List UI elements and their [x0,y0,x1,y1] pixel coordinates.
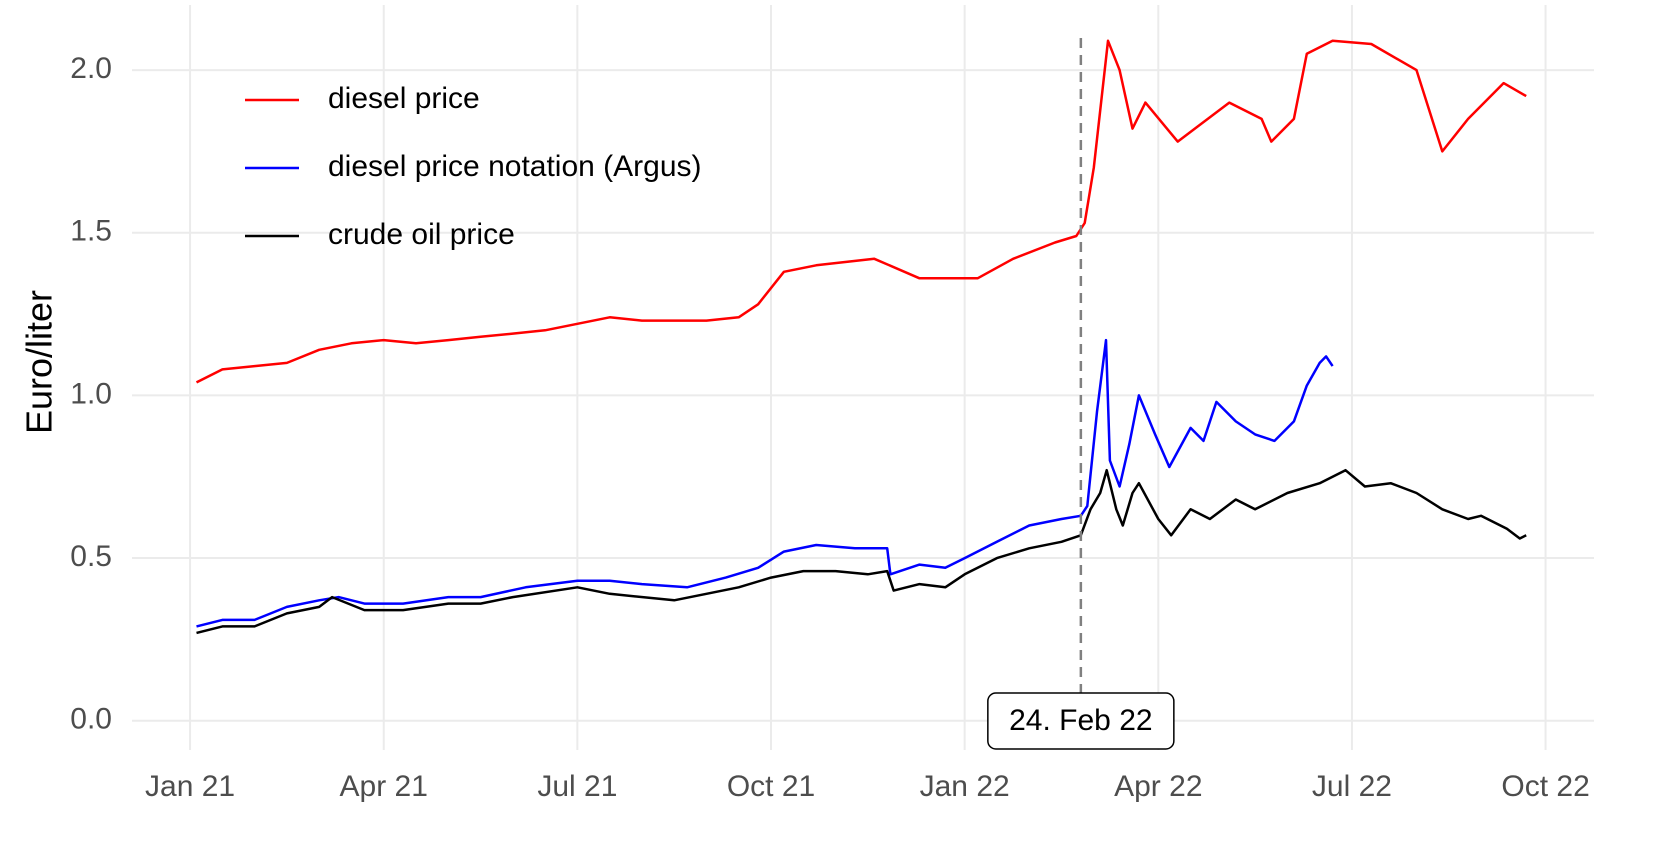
y-tick-label: 1.0 [70,377,112,410]
y-axis-label: Euro/liter [19,290,60,434]
x-tick-label: Jan 21 [145,770,235,803]
annotation-label: 24. Feb 22 [1009,704,1152,737]
line-series [196,338,1334,628]
y-tick-label: 1.5 [70,215,112,248]
legend-label: diesel price notation (Argus) [328,150,702,183]
annotation-box [987,692,1175,750]
line-series [196,468,1527,635]
legend-label: diesel price [328,82,480,115]
x-tick-label: Jul 21 [537,770,617,803]
x-tick-label: Jul 22 [1312,770,1392,803]
x-tick-label: Oct 22 [1501,770,1589,803]
y-tick-label: 0.0 [70,703,112,736]
x-tick-label: Apr 21 [340,770,428,803]
x-tick-label: Oct 21 [727,770,815,803]
x-tick-label: Jan 22 [920,770,1010,803]
x-tick-label: Apr 22 [1114,770,1202,803]
y-tick-label: 2.0 [70,52,112,85]
y-tick-label: 0.5 [70,540,112,573]
line-series [195,39,1527,384]
legend-label: crude oil price [328,218,515,251]
